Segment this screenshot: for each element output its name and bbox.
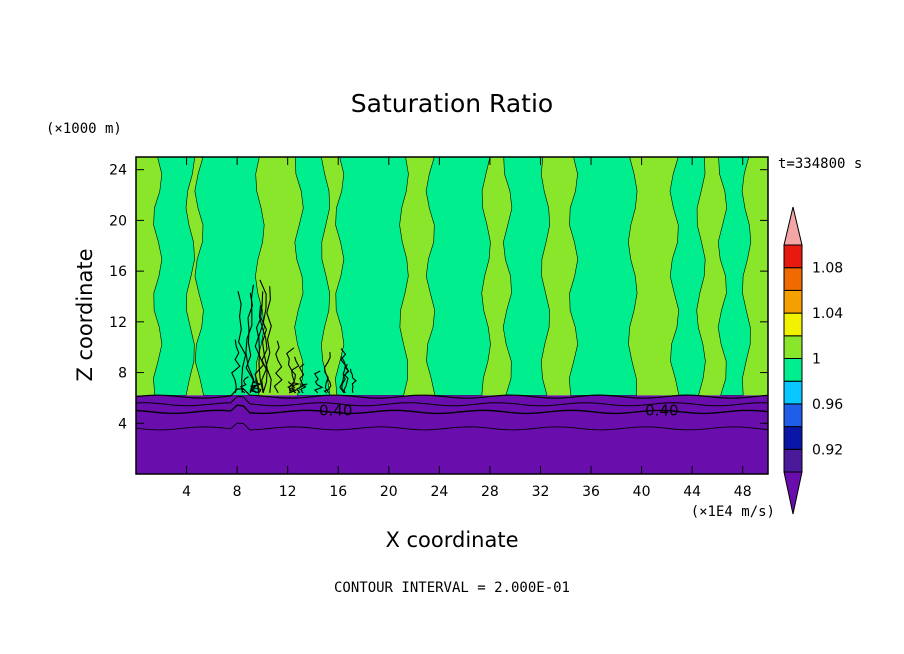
plume-contour [324, 352, 331, 394]
x-tick-label: 20 [380, 484, 398, 500]
contour-interval-text: CONTOUR INTERVAL = 2.000E-01 [334, 580, 570, 596]
x-tick-label: 44 [683, 484, 701, 500]
colorbar-swatch [783, 289, 803, 314]
green-columns [153, 157, 752, 396]
colorbar: 0.92 0.96 1 1.04 1.08 [783, 206, 843, 515]
colorbar-swatch [783, 426, 803, 450]
colorbar-label: 1.08 [812, 261, 843, 277]
colorbar-swatch [783, 448, 803, 473]
plume-contour [258, 305, 268, 393]
colorbar-swatch [783, 312, 803, 337]
contour-lines [136, 388, 768, 431]
green-column [194, 157, 265, 396]
time-label: t=334800 s [778, 156, 862, 172]
x-tick-label: 48 [734, 484, 752, 500]
plume-contour [343, 363, 350, 393]
plume-contour [245, 292, 255, 393]
plume-contour [340, 356, 346, 394]
contour-label: 0.40 [645, 402, 678, 420]
colorbar-label: 0.92 [812, 442, 843, 458]
plume-contour [254, 318, 265, 393]
colorbar-label: 1 [812, 352, 821, 368]
y-tick-label: 16 [109, 264, 127, 280]
y-tick-label: 4 [118, 416, 127, 432]
colorbar-bottom-arrow [783, 471, 803, 515]
colorbar-swatch [783, 358, 803, 382]
plume-contour [290, 382, 301, 394]
x-tick-label: 28 [481, 484, 499, 500]
x-units-label: (×1E4 m/s) [691, 504, 775, 520]
plot-frame [135, 156, 769, 475]
y-tick-label: 24 [109, 163, 127, 179]
x-tick-label: 12 [279, 484, 297, 500]
lower-contour-line [136, 422, 768, 431]
x-tick-label: 32 [532, 484, 550, 500]
y-tick-label: 12 [109, 315, 127, 331]
colorbar-swatch [783, 380, 803, 405]
y-tick-label: 8 [118, 366, 127, 382]
lower-contour-line [136, 395, 768, 407]
plume-contour [295, 363, 305, 394]
plume-contour [265, 286, 272, 393]
plot-field [136, 157, 768, 474]
x-tick-label: 24 [430, 484, 448, 500]
x-axis-ticks: 4 8 12 16 20 24 28 32 36 40 44 48 [182, 157, 752, 500]
y-tick-label: 20 [109, 213, 127, 229]
contour-labels: 0.40 0.40 [319, 402, 679, 420]
plume-contour [323, 378, 332, 394]
plume-contour [251, 378, 263, 394]
plume-contour [287, 381, 295, 394]
x-tick-label: 4 [182, 484, 191, 500]
colorbar-swatch [783, 244, 803, 269]
contour-label: 0.40 [319, 402, 352, 420]
x-axis-label: X coordinate [385, 528, 518, 552]
plume-contour [339, 348, 349, 394]
green-column [335, 157, 409, 396]
plume-contour [350, 368, 357, 393]
plume-contour [313, 370, 324, 394]
plume-contour [290, 356, 300, 394]
chart-title: Saturation Ratio [351, 89, 553, 118]
lower-contour-line [136, 388, 768, 399]
x-tick-label: 36 [582, 484, 600, 500]
colorbar-top-arrow [783, 206, 803, 246]
colorbar-label: 1.04 [812, 306, 843, 322]
plume-contour [237, 291, 247, 393]
plume-contour [260, 291, 268, 393]
plume-contour [231, 339, 241, 393]
colorbar-swatch [783, 335, 803, 359]
lower-field-background [136, 395, 768, 474]
green-column [425, 157, 491, 396]
x-tick-label: 16 [329, 484, 347, 500]
y-units-label: (×1000 m) [46, 121, 122, 137]
x-tick-label: 8 [233, 484, 242, 500]
colorbar-label: 0.96 [812, 397, 843, 413]
convective-plume [231, 279, 357, 394]
plume-contour [273, 340, 283, 394]
lower-contour-line [136, 404, 768, 415]
y-axis-ticks: 4 8 12 16 20 24 [109, 163, 768, 432]
green-column [669, 157, 706, 396]
colorbar-swatch [783, 403, 803, 428]
green-column [568, 157, 638, 396]
colorbar-swatch [783, 267, 803, 291]
y-axis-label: Z coordinate [73, 248, 97, 381]
x-tick-label: 40 [633, 484, 651, 500]
